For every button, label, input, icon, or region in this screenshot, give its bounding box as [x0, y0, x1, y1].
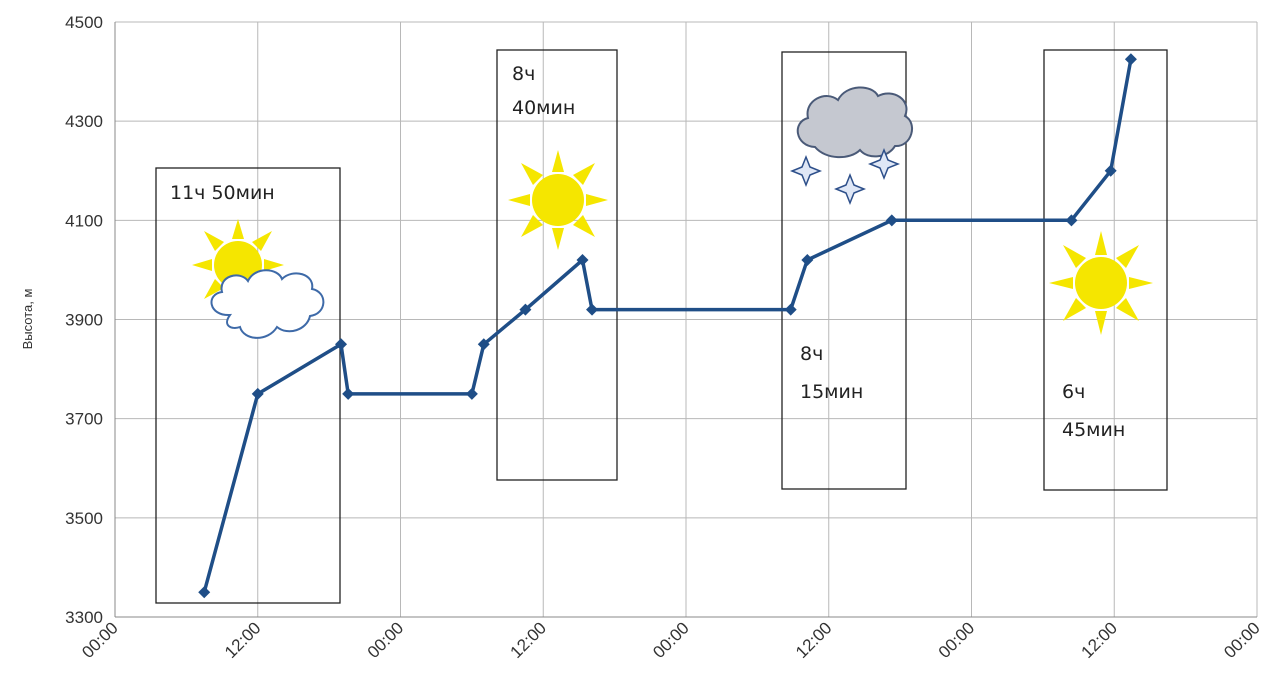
annotation-4-line-2: 45мин — [1062, 419, 1125, 441]
annotation-2-line-1: 8ч — [512, 63, 535, 85]
y-tick-label-6: 4500 — [65, 13, 103, 32]
y-tick-label-4: 4100 — [65, 211, 103, 230]
y-tick-label-3: 3900 — [65, 311, 103, 330]
gridlines — [114, 21, 1258, 618]
axes — [114, 22, 1257, 618]
y-tick-label-2: 3700 — [65, 410, 103, 429]
data-point-12 — [1065, 214, 1078, 227]
data-point-13 — [1104, 164, 1117, 177]
data-point-8 — [586, 303, 599, 316]
x-tick-label-7: 12:00 — [1078, 618, 1122, 662]
x-tick-label-6: 00:00 — [935, 618, 979, 662]
data-point-6 — [519, 303, 532, 316]
data-point-10 — [801, 254, 814, 266]
annotation-4-line-1: 6ч — [1062, 381, 1085, 403]
x-tick-label-1: 12:00 — [221, 618, 265, 662]
annotation-box-3: 8ч 15мин — [781, 51, 914, 490]
data-point-0 — [198, 586, 211, 599]
data-point-9 — [784, 303, 797, 316]
data-point-3 — [342, 387, 355, 400]
data-point-5 — [477, 338, 490, 351]
annotation-box-1: 11ч 50мин — [155, 167, 341, 604]
x-tick-label-4: 00:00 — [649, 618, 693, 662]
x-tick-label-5: 12:00 — [792, 618, 836, 662]
cloud-snow-icon — [789, 86, 914, 206]
x-tick-label-2: 00:00 — [364, 618, 408, 662]
data-point-4 — [465, 387, 478, 400]
data-point-7 — [576, 254, 589, 266]
sun-icon — [1049, 231, 1153, 335]
altitude-series — [198, 53, 1137, 599]
annotation-box-4: 6ч 45мин — [1043, 49, 1168, 491]
x-tick-label-8: 00:00 — [1220, 618, 1264, 662]
annotation-3-line-2: 15мин — [800, 381, 863, 403]
sun-behind-cloud-icon — [192, 219, 325, 339]
y-axis-label: Высота, м — [20, 289, 35, 350]
data-point-2 — [335, 338, 348, 351]
annotation-box-2: 8ч 40мин — [496, 49, 618, 481]
y-tick-label-1: 3500 — [65, 509, 103, 528]
sun-icon — [508, 150, 608, 250]
y-tick-label-0: 3300 — [65, 608, 103, 627]
series-line-0 — [202, 58, 1133, 593]
x-tick-label-3: 12:00 — [507, 618, 551, 662]
y-tick-labels: 3300 3500 3700 3900 4100 4300 4500 — [65, 13, 103, 627]
data-point-14 — [1124, 53, 1137, 66]
y-tick-label-5: 4300 — [65, 112, 103, 131]
data-point-11 — [885, 214, 898, 227]
data-point-1 — [251, 387, 264, 400]
annotation-2-line-2: 40мин — [512, 97, 575, 119]
annotation-1-line-1: 11ч 50мин — [170, 182, 275, 204]
x-tick-labels: 00:00 12:00 00:00 12:00 00:00 12:00 00:00 12:00… — [78, 618, 1264, 662]
annotation-3-line-1: 8ч — [800, 343, 823, 365]
